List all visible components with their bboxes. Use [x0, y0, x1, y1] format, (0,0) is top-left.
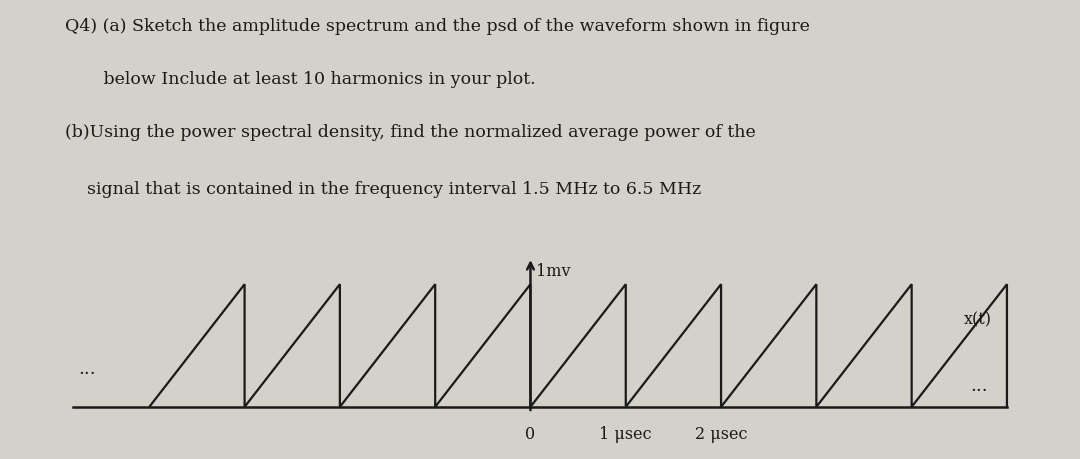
Text: ...: ...	[78, 359, 95, 377]
Text: ...: ...	[971, 376, 988, 394]
Text: (b)Using the power spectral density, find the normalized average power of the: (b)Using the power spectral density, fin…	[65, 123, 756, 140]
Text: signal that is contained in the frequency interval 1.5 MHz to 6.5 MHz: signal that is contained in the frequenc…	[65, 181, 701, 198]
Text: 1 μsec: 1 μsec	[599, 425, 652, 442]
Text: 1mv: 1mv	[536, 263, 570, 280]
Text: x(t): x(t)	[964, 310, 993, 327]
Text: Q4) (a) Sketch the amplitude spectrum and the psd of the waveform shown in figur: Q4) (a) Sketch the amplitude spectrum an…	[65, 17, 810, 34]
Text: 0: 0	[525, 425, 536, 442]
Text: 2 μsec: 2 μsec	[694, 425, 747, 442]
Text: below Include at least 10 harmonics in your plot.: below Include at least 10 harmonics in y…	[65, 71, 536, 88]
